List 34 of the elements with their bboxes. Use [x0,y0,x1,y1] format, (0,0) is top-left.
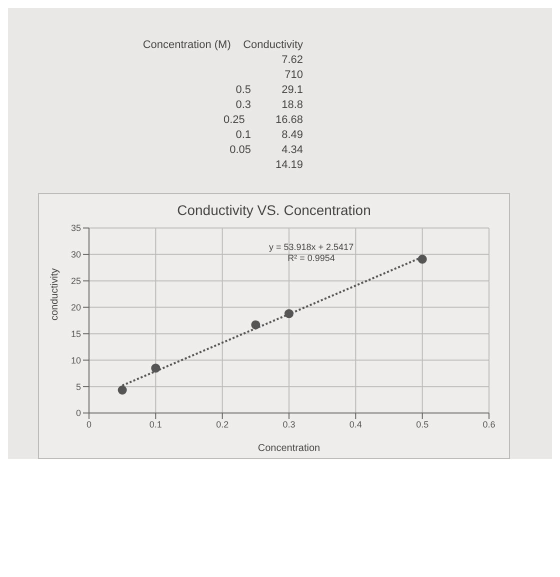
chart-title: Conductivity VS. Concentration [176,201,372,218]
annotation: R² = 0.9954 [286,253,336,264]
text: 0.05 4.34 [228,143,303,158]
y-tick-label: 0 [76,408,81,418]
text: 14.19 [274,158,303,173]
x-tick-label: 0.3 [282,419,296,430]
x-tick-label: 0.6 [482,419,496,430]
point [418,254,427,264]
point [118,386,127,395]
text: 0.1 8.49 [234,128,303,143]
x-tick-label: 0.1 [149,419,162,430]
y-tick-label: 30 [70,250,81,260]
y-tick-label: 5 [76,382,81,392]
text: 710 [284,68,303,83]
x-axis-title: Concentration [258,443,320,454]
y-tick-label: 20 [70,302,81,312]
y-tick-label: 25 [70,276,81,286]
y-axis-title: conductivity [50,268,61,320]
point [251,320,260,330]
y-tick-label: 35 [70,223,81,234]
y-tick-label: 10 [70,355,81,366]
text: 7.62 [280,53,303,68]
text: 0.5 29.1 [234,83,303,98]
x-tick-label: 0.5 [416,419,429,430]
x-tick-label: 0.2 [216,419,229,430]
x-tick-label: 0 [86,419,92,430]
annotation: y = 53.918x + 2.5417 [269,242,354,253]
x-tick-label: 0.4 [349,419,362,430]
y-tick-label: 15 [70,328,81,339]
text: Concentration (M) Conductivity [142,38,303,53]
text: 0.25 16.68 [222,113,303,128]
point [151,364,160,373]
point [284,309,294,318]
text: 0.3 18.8 [234,98,303,113]
